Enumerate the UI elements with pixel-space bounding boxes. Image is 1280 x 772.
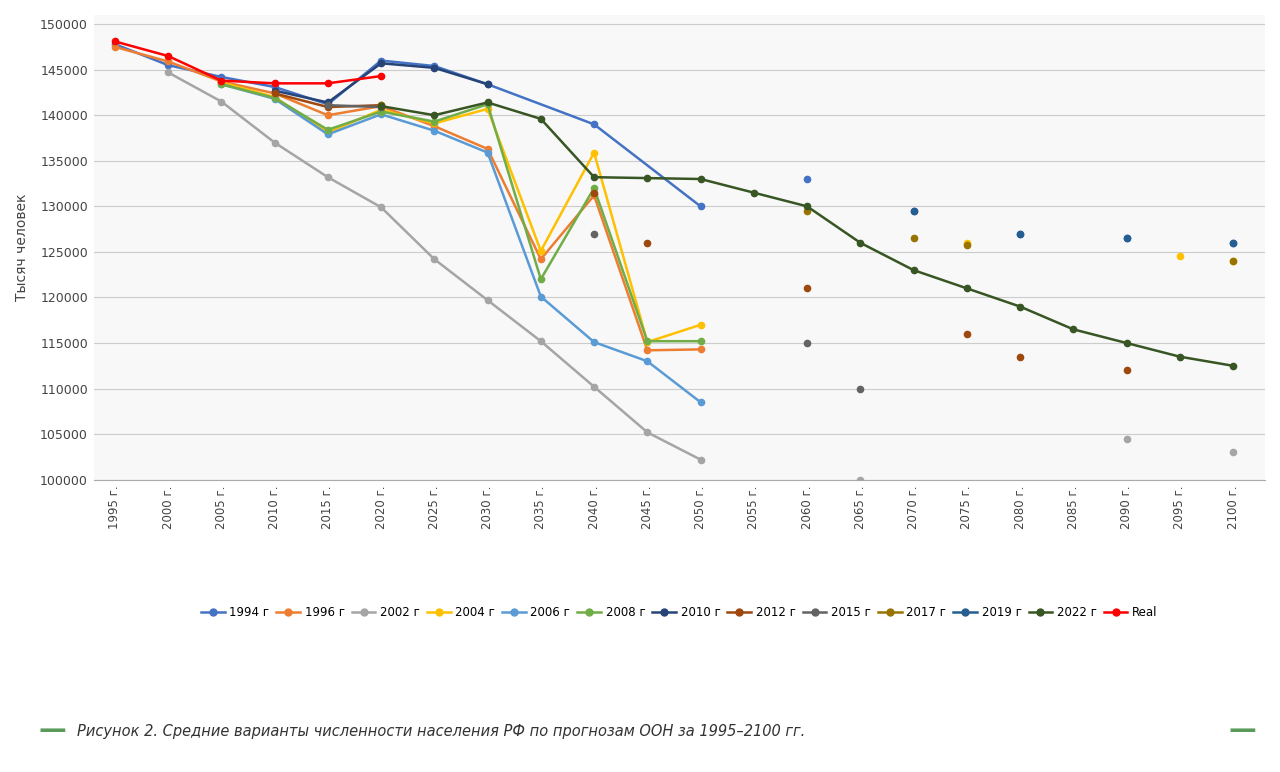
Text: Рисунок 2. Средние варианты численности населения РФ по прогнозам ООН за 1995–21: Рисунок 2. Средние варианты численности … [77, 724, 805, 740]
Text: —: — [1229, 716, 1257, 743]
Legend: 1994 г, 1996 г, 2002 г, 2004 г, 2006 г, 2008 г, 2010 г, 2012 г, 2015 г, 2017 г, : 1994 г, 1996 г, 2002 г, 2004 г, 2006 г, … [196, 601, 1162, 625]
Y-axis label: Тысяч человек: Тысяч человек [15, 194, 29, 301]
Text: —: — [38, 716, 67, 743]
